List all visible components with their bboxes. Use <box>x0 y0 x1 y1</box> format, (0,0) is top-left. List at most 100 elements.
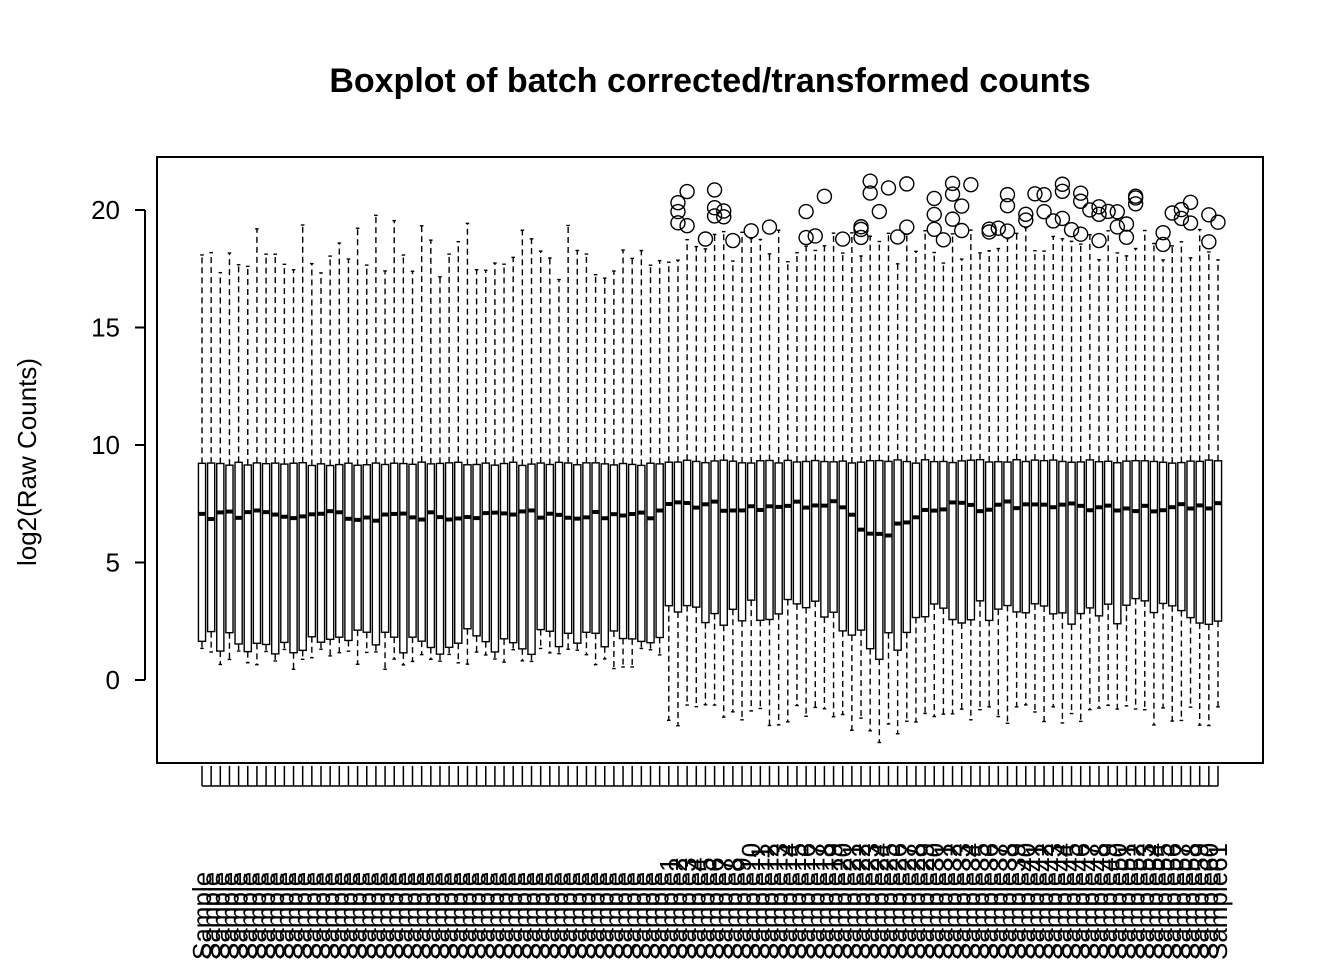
box-body <box>746 462 756 601</box>
box-sample <box>417 225 426 656</box>
x-tick-label: Sample <box>489 872 519 960</box>
box-sample <box>536 250 545 650</box>
box-sample <box>1140 229 1150 711</box>
box-sample <box>835 231 851 716</box>
box-sample <box>743 223 759 712</box>
box-sample <box>853 219 869 719</box>
x-tick-label: Sample15 <box>782 843 812 960</box>
box-body <box>911 462 921 619</box>
box-body <box>316 463 326 643</box>
x-axis: SampleSampleSampleSampleSampleSampleSamp… <box>187 766 1233 960</box>
box-sample <box>975 252 985 711</box>
box-sample <box>490 262 500 660</box>
box-sample <box>444 253 454 656</box>
box-sample <box>1127 188 1144 710</box>
x-tick-label: Sample <box>608 872 638 960</box>
x-tick-label: Sample52 <box>1121 843 1151 960</box>
x-tick-label: Sample <box>398 872 428 960</box>
x-tick-label: Sample54 <box>1139 843 1169 960</box>
box-sample <box>499 263 509 663</box>
box-sample <box>792 252 802 707</box>
outlier-point <box>999 223 1016 239</box>
box-body <box>884 460 893 634</box>
box-sample <box>1109 204 1126 710</box>
box-body <box>865 459 875 650</box>
x-tick-label: Sample <box>507 872 537 960</box>
x-tick-label: Sample22 <box>846 843 876 960</box>
outlier-point <box>1118 229 1135 245</box>
x-tick-label: Sample4 <box>681 857 711 960</box>
box-sample <box>1100 203 1116 707</box>
x-tick-label: Sample <box>425 872 455 960</box>
outlier-point <box>1109 219 1126 235</box>
box-body <box>1140 460 1150 602</box>
outlier-point <box>1155 224 1171 241</box>
box-sample <box>573 249 582 651</box>
outlier-point <box>862 173 878 189</box>
box-body <box>243 464 253 653</box>
box-sample <box>807 228 823 709</box>
box-body <box>234 461 243 645</box>
box-body <box>353 464 362 631</box>
x-tick-label: Sample1 <box>654 857 684 960</box>
box-body <box>1076 461 1085 615</box>
box-body <box>728 460 738 610</box>
x-tick-label: Sample61 <box>1203 843 1233 960</box>
x-tick-label: Sample48 <box>1084 843 1114 960</box>
box-sample <box>563 224 573 651</box>
box-sample <box>899 176 915 722</box>
x-tick-label: Sample27 <box>892 843 922 960</box>
box-body <box>362 464 372 633</box>
outlier-point <box>853 229 869 246</box>
box-body <box>957 460 966 624</box>
box-body <box>994 461 1003 610</box>
y-tick-label: 10 <box>91 430 120 460</box>
box-sample <box>316 272 326 650</box>
outlier-point <box>871 203 888 220</box>
box-sample <box>737 231 747 721</box>
box-sample <box>697 231 714 706</box>
box-body <box>1067 461 1076 625</box>
outlier-point <box>899 219 915 235</box>
x-tick-label: Sample50 <box>1102 843 1132 960</box>
x-tick-label: Sample <box>224 872 254 960</box>
x-tick-label: Sample <box>279 872 309 960</box>
x-tick-label: Sample46 <box>1066 843 1096 960</box>
box-sample <box>261 253 271 653</box>
x-tick-label: Sample60 <box>1194 843 1224 960</box>
box-body <box>984 461 994 622</box>
x-tick-label: Sample59 <box>1185 843 1215 960</box>
plot-frame <box>156 156 1264 764</box>
box-body <box>463 464 472 630</box>
x-tick-label: Sample12 <box>754 843 784 960</box>
box-sample <box>1018 206 1034 706</box>
box-body <box>939 460 948 609</box>
x-tick-label: Sample <box>471 872 501 960</box>
box-sample <box>880 180 897 725</box>
x-tick-label: Sample <box>352 872 382 960</box>
x-tick-label: Sample <box>416 872 446 960</box>
box-sample <box>243 265 253 664</box>
box-sample <box>1036 186 1052 723</box>
box-body <box>1167 462 1177 607</box>
box-body <box>426 463 436 649</box>
x-tick-label: Sample <box>636 872 666 960</box>
box-body <box>792 461 802 605</box>
box-sample <box>591 274 600 666</box>
box-body <box>902 460 912 634</box>
box-sample <box>234 264 243 652</box>
box-body <box>380 463 390 633</box>
box-body <box>920 459 930 618</box>
x-tick-label: Sample <box>343 872 373 960</box>
outlier-point <box>889 229 906 245</box>
box-body <box>1213 460 1223 622</box>
x-tick-label: Sample11 <box>745 845 775 960</box>
x-tick-label: Sample2 <box>663 857 693 960</box>
box-body <box>701 461 710 624</box>
x-tick-label: Sample19 <box>819 843 849 960</box>
box-body <box>893 459 902 651</box>
box-sample <box>1149 242 1159 726</box>
box-sample <box>216 271 225 666</box>
box-body <box>1113 462 1122 625</box>
x-tick-label: Sample8 <box>718 857 748 960</box>
